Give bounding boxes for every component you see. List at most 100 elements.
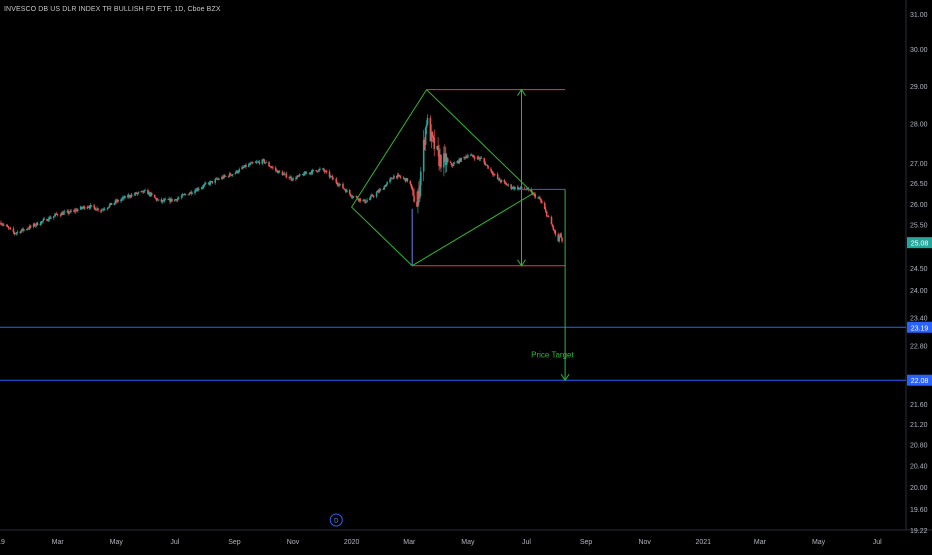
price-candle (460, 157, 462, 162)
price-candle (404, 178, 407, 182)
price-candle (402, 177, 405, 179)
price-candle (120, 199, 122, 202)
price-candle (429, 117, 432, 142)
price-candle (458, 158, 461, 163)
price-candle (541, 201, 543, 204)
price-candle (371, 194, 373, 196)
price-candle (248, 163, 250, 167)
price-candle (531, 191, 534, 195)
price-candle (554, 230, 557, 235)
price-candle (249, 163, 252, 165)
price-candle (236, 170, 239, 173)
price-candle (169, 198, 171, 202)
price-candle (295, 178, 297, 180)
price-candle (318, 169, 320, 172)
price-candle (424, 127, 427, 145)
x-tick-label: 2020 (344, 539, 360, 546)
price-candle (231, 174, 234, 176)
price-candle (277, 170, 280, 174)
price-candle (539, 197, 541, 200)
price-candle (403, 178, 406, 180)
price-candle (369, 197, 371, 201)
price-candle (431, 131, 434, 136)
price-candle (224, 176, 227, 177)
price-candle (28, 225, 31, 229)
price-candle (275, 170, 278, 172)
price-candle (393, 175, 395, 179)
price-candle (397, 174, 400, 176)
price-candle (383, 186, 386, 190)
price-candle (160, 199, 163, 202)
price-candle (362, 200, 364, 202)
price-candle (197, 188, 199, 190)
price-candle (391, 177, 393, 179)
price-candle (342, 183, 344, 189)
price-candle (265, 162, 267, 163)
price-candle (551, 224, 554, 227)
x-tick-label: May (461, 539, 475, 546)
price-candle (546, 215, 549, 217)
price-candle (70, 210, 72, 212)
price-candle (5, 224, 8, 226)
price-candle (422, 139, 425, 172)
price-candle (540, 199, 542, 202)
price-candle (245, 164, 247, 167)
price-candle (290, 176, 292, 180)
price-candle (465, 156, 467, 159)
price-candle (75, 209, 77, 212)
price-candle (20, 230, 22, 233)
price-target-annotation: Price Target (531, 350, 574, 359)
y-tick-label: 20.80 (910, 443, 928, 450)
price-candle (221, 176, 223, 180)
price-candle (344, 189, 346, 191)
price-candle (48, 217, 50, 221)
y-tick-label: 24.00 (910, 288, 928, 295)
price-candle (248, 163, 251, 165)
y-tick-label: 27.00 (910, 161, 928, 168)
price-candle (62, 212, 65, 215)
price-candle (477, 156, 480, 159)
price-candle (534, 194, 536, 198)
price-candle (337, 184, 339, 186)
price-candle (446, 158, 449, 163)
price-candle (59, 215, 62, 217)
price-candle (504, 182, 507, 184)
price-candle (183, 194, 186, 196)
price-candle (322, 168, 325, 171)
price-candle (377, 190, 380, 193)
price-candle (257, 161, 260, 163)
price-candle (346, 190, 348, 193)
price-candle (480, 157, 483, 159)
y-tick-label: 25.50 (910, 223, 928, 230)
price-candle (328, 171, 331, 177)
price-candle (550, 216, 553, 225)
price-candle (288, 177, 290, 179)
price-candle (101, 209, 103, 211)
price-candle (28, 228, 30, 230)
price-candle (538, 197, 540, 199)
price-candle (55, 213, 58, 215)
price-candle (117, 200, 119, 202)
price-candle (254, 162, 257, 164)
price-candle (478, 158, 481, 160)
price-candle (33, 223, 36, 226)
price-candle (332, 178, 335, 180)
price-candle (518, 187, 521, 189)
price-candle (237, 171, 240, 173)
price-candle (336, 182, 339, 185)
price-candle (167, 199, 169, 201)
price-candle (34, 225, 37, 227)
price-candle (19, 231, 21, 233)
price-candle (114, 200, 117, 204)
price-candle (40, 221, 43, 224)
price-candle (250, 162, 253, 164)
price-candle (80, 206, 83, 209)
price-candle (324, 171, 327, 172)
price-candle (3, 224, 5, 226)
price-candle (309, 172, 312, 174)
price-candle (46, 218, 48, 222)
price-candle (36, 222, 39, 226)
price-candle (43, 218, 45, 220)
